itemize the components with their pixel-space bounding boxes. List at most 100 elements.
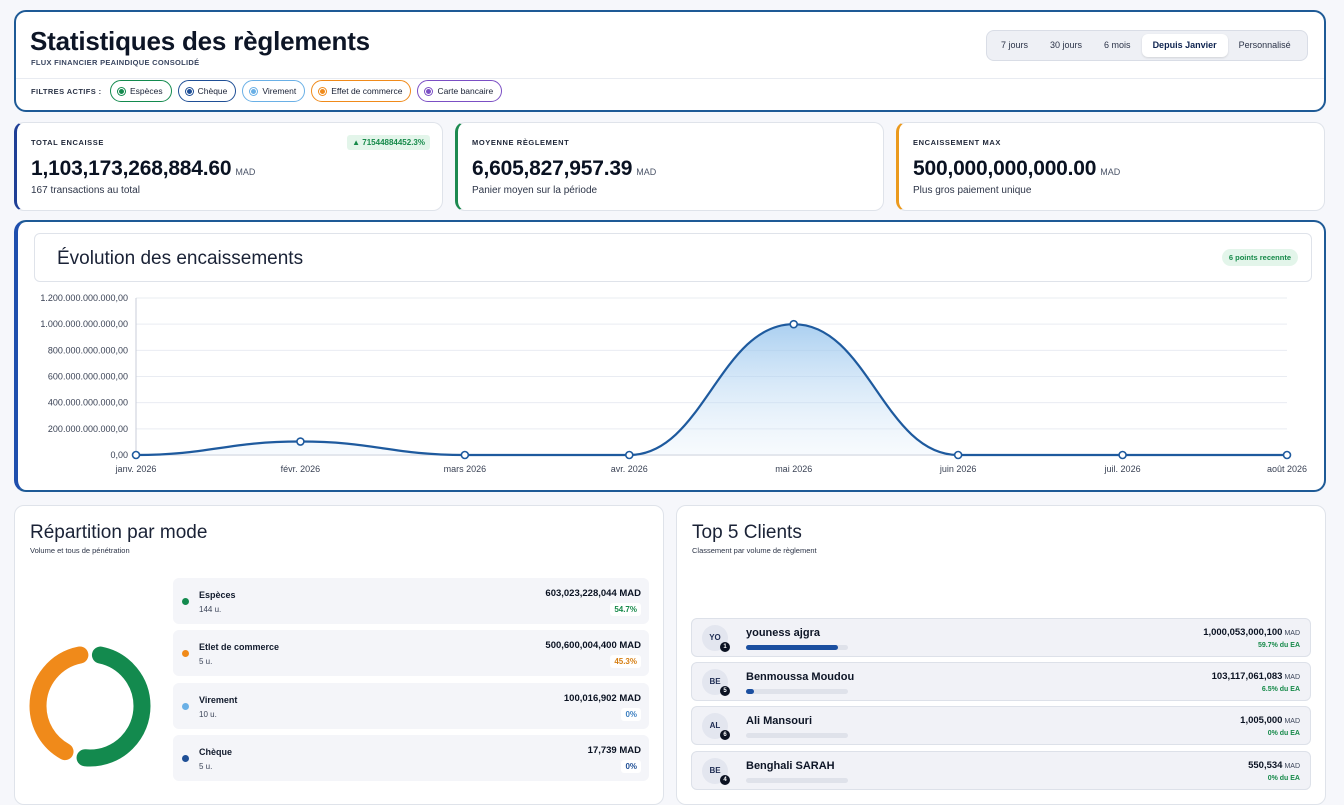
client-amount: 1,005,000 MAD: [1240, 715, 1300, 726]
kpi-card-max: ENCAISSEMENT MAX 500,000,000,000.00 MAD P…: [896, 122, 1325, 211]
y-tick-label: 200.000.000.000,00: [48, 424, 128, 434]
filter-chip-effet-commerce[interactable]: Effet de commerce: [311, 80, 412, 102]
rank-badge: 1: [720, 642, 730, 652]
data-point: [953, 450, 963, 460]
mode-color-dot-icon: [182, 755, 189, 762]
client-row[interactable]: AL 6 Ali Mansouri 1,005,000 MAD 0% du EA: [691, 706, 1311, 745]
filter-chip-label: Virement: [262, 86, 297, 96]
mode-name: Etlet de commerce: [199, 642, 280, 652]
kpi-unit: MAD: [636, 167, 657, 177]
period-since-january[interactable]: Depuis Janvier: [1141, 34, 1228, 57]
x-tick-label: janv. 2026: [115, 464, 157, 474]
modes-donut-chart: [29, 645, 151, 767]
data-point: [789, 319, 799, 329]
donut-slice: [29, 645, 151, 767]
period-30-days[interactable]: 30 jours: [1050, 40, 1083, 50]
filter-dot-icon: [425, 87, 433, 95]
x-tick-label: août 2026: [1267, 464, 1307, 474]
y-tick-label: 1.000.000.000.000,00: [40, 319, 128, 329]
mode-percentage: 0%: [621, 760, 641, 773]
mode-name: Chèque: [199, 747, 233, 757]
data-point: [624, 450, 634, 460]
y-tick-label: 600.000.000.000,00: [48, 372, 128, 382]
y-tick-label: 1.200.000.000.000,00: [40, 293, 128, 303]
mode-count: 10 u.: [199, 710, 217, 719]
y-tick-label: 0,00: [110, 450, 128, 460]
mode-color-dot-icon: [182, 598, 189, 605]
kpi-description: Panier moyen sur la période: [472, 185, 598, 196]
client-name: Benmoussa Moudou: [746, 671, 855, 683]
kpi-label: TOTAL ENCAISSE: [31, 138, 104, 147]
period-7-days[interactable]: 7 jours: [1001, 40, 1029, 50]
page-title: Statistiques des règlements: [30, 26, 370, 56]
client-share-bar-fill: [746, 689, 755, 694]
series-line: [135, 323, 1287, 457]
client-amount-unit: MAD: [1284, 630, 1300, 637]
client-row[interactable]: YO 1 youness ajgra 1,000,053,000,100 MAD 59.7…: [691, 618, 1311, 657]
x-tick-label: mai 2026: [775, 464, 812, 474]
y-tick-label: 400.000.000.000,00: [48, 398, 128, 408]
period-custom[interactable]: Personnalisé: [1238, 40, 1291, 50]
kpi-amount: 500,000,000,000.00: [913, 157, 1097, 180]
filter-dot-icon: [185, 87, 193, 95]
filter-chip-especes[interactable]: Espèces: [110, 80, 172, 102]
client-share-bar: [746, 733, 848, 738]
mode-row: Virement 10 u. 100,016,902 MAD 0%: [173, 683, 649, 729]
period-6-months[interactable]: 6 mois: [1104, 40, 1131, 50]
client-amount-unit: MAD: [1284, 718, 1300, 725]
data-point: [1282, 450, 1292, 460]
client-amount-value: 103,117,061,083: [1211, 671, 1283, 682]
filter-dot-icon: [319, 87, 327, 95]
modes-title: Répartition par mode: [30, 522, 208, 543]
kpi-label: ENCAISSEMENT MAX: [913, 138, 1001, 147]
client-amount-unit: MAD: [1284, 763, 1300, 770]
client-share-bar: [746, 778, 848, 783]
chart-header: Évolution des encaissements 6 points rec…: [34, 233, 1312, 282]
kpi-amount: 1,103,173,268,884.60: [31, 157, 232, 180]
kpi-label: MOYENNE RÈGLEMENT: [472, 138, 570, 147]
mode-amount: 500,600,004,400 MAD: [545, 640, 641, 651]
kpi-description: Plus gros paiement unique: [913, 185, 1032, 196]
kpi-amount: 6,605,827,957.39: [472, 157, 633, 180]
client-share: 59.7% du EA: [1257, 642, 1300, 649]
filter-chips: Espèces Chèque Virement Effet de commerc…: [110, 80, 503, 102]
filter-chip-label: Chèque: [197, 86, 228, 96]
mode-name: Virement: [199, 695, 238, 705]
x-tick-label: juil. 2026: [1104, 464, 1141, 474]
client-amount-value: 550,534: [1248, 760, 1283, 771]
clients-panel: Top 5 Clients Classement par volume de r…: [676, 505, 1326, 805]
kpi-description: 167 transactions au total: [31, 185, 140, 196]
filter-chip-carte-bancaire[interactable]: Carte bancaire: [417, 80, 503, 102]
client-row[interactable]: BE 5 Benmoussa Moudou 103,117,061,083 MAD 6.5…: [691, 662, 1311, 701]
x-tick-label: févr. 2026: [281, 464, 321, 474]
client-amount-value: 1,005,000: [1240, 715, 1283, 726]
rank-badge: 5: [720, 686, 730, 696]
mode-color-dot-icon: [182, 703, 189, 710]
client-share-bar: [746, 689, 848, 694]
x-tick-label: avr. 2026: [611, 464, 648, 474]
kpi-value: 6,605,827,957.39 MAD: [472, 157, 656, 181]
header-card: Statistiques des règlements FLUX FINANCI…: [14, 10, 1326, 112]
kpi-card-average: MOYENNE RÈGLEMENT 6,605,827,957.39 MAD Pa…: [455, 122, 884, 211]
client-amount: 103,117,061,083 MAD: [1212, 671, 1300, 682]
mode-name: Espèces: [199, 590, 236, 600]
filter-chip-cheque[interactable]: Chèque: [177, 80, 237, 102]
mode-count: 5 u.: [199, 762, 213, 771]
clients-subtitle: Classement par volume de règlement: [692, 546, 817, 555]
mode-color-dot-icon: [182, 650, 189, 657]
client-amount-value: 1,000,053,000,100: [1203, 627, 1283, 638]
mode-percentage: 45.3%: [610, 655, 641, 668]
client-name: youness ajgra: [746, 627, 820, 639]
filter-chip-label: Carte bancaire: [437, 86, 494, 96]
x-tick-label: mars 2026: [444, 464, 487, 474]
client-amount-unit: MAD: [1284, 674, 1300, 681]
clients-title: Top 5 Clients: [692, 522, 802, 543]
kpi-value: 500,000,000,000.00 MAD: [913, 157, 1120, 181]
client-share: 0% du EA: [1267, 730, 1300, 737]
client-row[interactable]: BE 4 Benghali SARAH 550,534 MAD 0% du EA: [691, 751, 1311, 790]
mode-amount: 17,739 MAD: [587, 745, 641, 756]
mode-percentage: 0%: [621, 708, 641, 721]
page-subtitle: FLUX FINANCIER PEAINDIQUE CONSOLIDÉ: [31, 58, 200, 67]
filter-dot-icon: [118, 87, 125, 95]
filter-chip-virement[interactable]: Virement: [242, 80, 306, 102]
